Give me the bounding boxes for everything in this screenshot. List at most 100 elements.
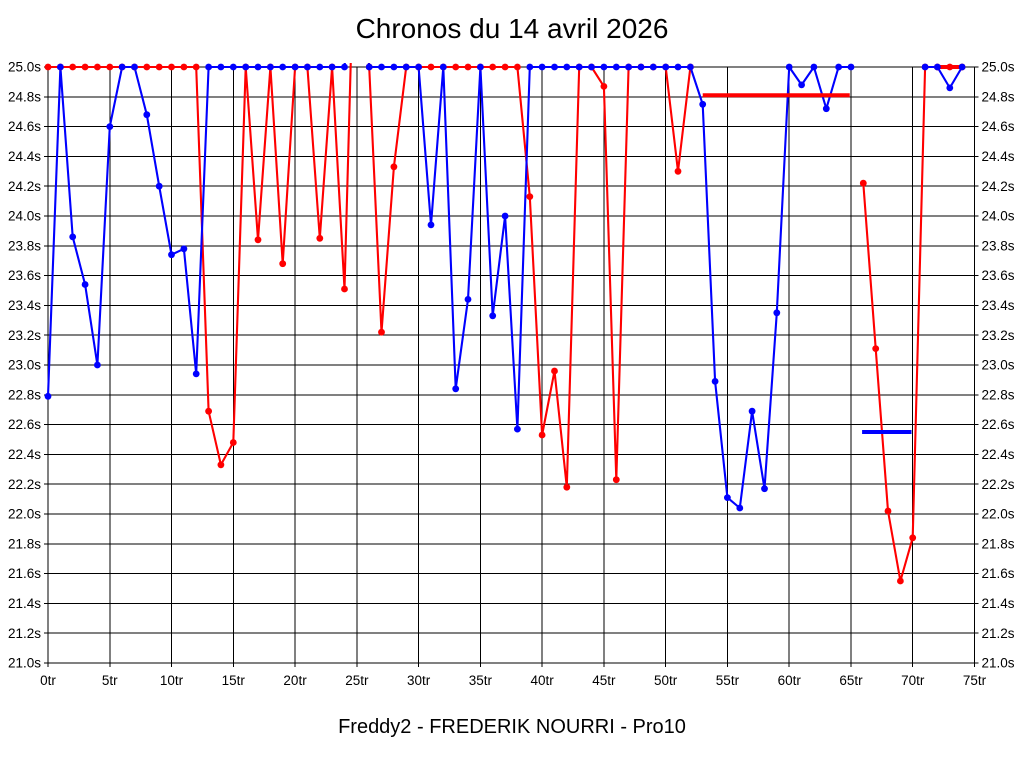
x-axis-label: 35tr	[469, 673, 493, 688]
data-point-chrono-bleu	[575, 63, 583, 71]
data-point-chrono-rouge	[341, 285, 348, 293]
data-point-chrono-bleu	[267, 63, 274, 71]
series-line-chrono-bleu	[46, 63, 964, 510]
data-point-chrono-bleu	[711, 378, 719, 385]
y-axis-label-left: 22.2s	[8, 477, 41, 492]
data-point-chrono-bleu	[242, 63, 250, 71]
data-point-chrono-rouge	[69, 63, 77, 71]
y-axis-label-right: 23.8s	[982, 238, 1015, 253]
y-axis-label-left: 23.6s	[8, 268, 41, 283]
y-axis-label-left: 21.8s	[8, 536, 41, 551]
y-axis-label-right: 24.8s	[982, 89, 1015, 104]
data-point-chrono-bleu	[57, 63, 64, 71]
x-axis-label: 60tr	[778, 673, 802, 688]
y-axis-label-right: 21.0s	[982, 656, 1015, 671]
data-point-chrono-bleu	[291, 63, 299, 71]
y-axis-label-left: 21.0s	[8, 656, 41, 671]
y-axis-label-right: 22.4s	[982, 447, 1015, 462]
data-point-chrono-bleu	[254, 63, 262, 71]
x-axis-label: 45tr	[592, 673, 616, 688]
data-point-chrono-rouge	[674, 167, 682, 175]
data-point-chrono-bleu	[835, 63, 842, 71]
data-point-chrono-rouge	[884, 507, 892, 515]
data-point-chrono-bleu	[304, 63, 311, 71]
x-axis-label: 0tr	[40, 673, 56, 688]
data-point-chrono-bleu	[563, 63, 571, 71]
data-point-chrono-rouge	[44, 63, 52, 71]
y-axis-label-left: 25.0s	[8, 60, 41, 75]
x-axis-label: 65tr	[839, 673, 863, 688]
data-point-chrono-bleu	[946, 84, 954, 92]
data-point-chrono-rouge	[378, 328, 385, 336]
data-point-chrono-bleu	[662, 63, 670, 71]
data-point-chrono-bleu	[378, 63, 385, 71]
data-point-chrono-rouge	[563, 483, 571, 491]
data-point-chrono-bleu	[847, 63, 855, 71]
data-point-chrono-bleu	[958, 63, 966, 71]
data-point-chrono-rouge	[859, 179, 867, 187]
data-point-chrono-rouge	[217, 461, 225, 469]
x-axis-label: 75tr	[963, 673, 987, 688]
y-axis-label-right: 22.0s	[982, 507, 1015, 522]
y-axis-label-left: 22.6s	[8, 417, 41, 432]
x-axis-label: 10tr	[160, 673, 184, 688]
data-point-chrono-bleu	[551, 63, 558, 71]
data-point-chrono-bleu	[365, 63, 373, 71]
data-point-chrono-rouge	[192, 63, 200, 71]
y-axis-label-right: 23.0s	[982, 358, 1015, 373]
series-line-chrono-rouge	[48, 63, 963, 583]
data-point-chrono-bleu	[143, 111, 151, 119]
data-point-chrono-rouge	[946, 63, 954, 71]
y-axis-label-left: 22.0s	[8, 507, 41, 522]
x-axis-label: 20tr	[283, 673, 307, 688]
data-point-chrono-bleu	[328, 63, 336, 71]
data-point-chrono-bleu	[699, 100, 707, 108]
data-point-chrono-bleu	[921, 63, 929, 71]
data-point-chrono-bleu	[279, 63, 287, 71]
data-point-chrono-rouge	[612, 476, 620, 484]
x-axis-label: 5tr	[102, 673, 118, 688]
data-point-chrono-rouge	[464, 63, 472, 71]
data-point-chrono-bleu	[316, 63, 324, 71]
data-point-chrono-bleu	[168, 251, 175, 259]
data-point-chrono-bleu	[687, 63, 694, 71]
data-point-chrono-rouge	[254, 236, 262, 244]
data-point-chrono-rouge	[526, 193, 534, 201]
grid	[44, 66, 979, 667]
y-axis-label-right: 23.2s	[982, 328, 1015, 343]
y-axis-label-left: 22.4s	[8, 447, 41, 462]
data-point-chrono-rouge	[180, 63, 188, 71]
data-point-chrono-bleu	[600, 63, 608, 71]
data-point-chrono-bleu	[415, 63, 422, 71]
data-point-chrono-rouge	[143, 63, 151, 71]
data-point-chrono-bleu	[217, 63, 225, 71]
data-point-chrono-bleu	[477, 63, 484, 71]
y-axis-label-right: 21.8s	[982, 536, 1015, 551]
y-axis-label-left: 22.8s	[8, 387, 41, 402]
y-axis-label-left: 23.2s	[8, 328, 41, 343]
x-axis-label: 30tr	[407, 673, 431, 688]
y-axis-label-left: 24.4s	[8, 149, 41, 164]
data-point-chrono-rouge	[427, 63, 435, 71]
y-axis-label-left: 23.4s	[8, 298, 41, 313]
data-point-chrono-bleu	[588, 63, 595, 71]
data-point-chrono-bleu	[514, 425, 521, 433]
data-point-chrono-bleu	[118, 63, 126, 71]
data-point-chrono-bleu	[464, 296, 472, 303]
data-point-chrono-bleu	[180, 245, 188, 253]
data-point-chrono-bleu	[501, 212, 509, 220]
data-point-chrono-rouge	[168, 63, 175, 71]
data-point-chrono-rouge	[279, 260, 287, 268]
data-point-chrono-bleu	[489, 312, 497, 320]
data-point-chrono-rouge	[106, 63, 114, 71]
data-point-chrono-bleu	[934, 63, 941, 71]
data-point-chrono-bleu	[798, 81, 805, 89]
data-point-chrono-bleu	[538, 63, 546, 71]
data-point-chrono-rouge	[94, 63, 101, 71]
data-point-chrono-bleu	[785, 63, 793, 71]
x-axis-label: 15tr	[222, 673, 246, 688]
y-axis-label-right: 22.6s	[982, 417, 1015, 432]
y-axis-label-left: 24.6s	[8, 119, 41, 134]
data-point-chrono-rouge	[501, 63, 509, 71]
data-point-chrono-bleu	[773, 309, 781, 317]
